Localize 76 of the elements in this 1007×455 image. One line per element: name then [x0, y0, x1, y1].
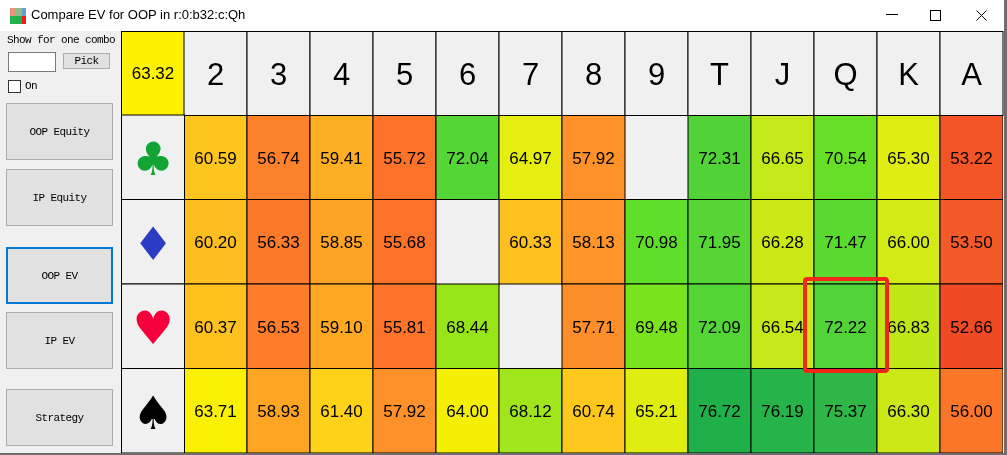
- data-label: 57.71: [572, 317, 615, 337]
- data-label: 70.98: [635, 233, 678, 253]
- x-tick-label: J: [774, 56, 791, 92]
- data-label: 55.81: [383, 317, 426, 337]
- x-tick-label: A: [961, 56, 983, 92]
- y-tick-label: ♦: [132, 216, 174, 271]
- data-label: 58.93: [257, 402, 300, 422]
- data-label: 60.74: [572, 402, 615, 422]
- x-tick-label: 9: [647, 56, 666, 92]
- data-label: 66.54: [761, 317, 804, 337]
- data-label: 72.22: [824, 317, 867, 337]
- data-label: 60.59: [194, 148, 237, 168]
- button: Pick: [63, 53, 110, 69]
- data-label: 66.28: [761, 233, 804, 253]
- button: OOP Equity: [6, 103, 113, 160]
- data-label: 57.92: [572, 148, 615, 168]
- data-label: 60.37: [194, 317, 237, 337]
- x-tick-label: 6: [458, 56, 477, 92]
- data-label: 71.95: [698, 233, 741, 253]
- data-label: 53.22: [950, 148, 993, 168]
- data-label: 58.85: [320, 233, 363, 253]
- data-label: 76.19: [761, 402, 804, 422]
- data-label: 66.83: [887, 317, 930, 337]
- data-label: 64.97: [509, 148, 552, 168]
- data-label: 71.47: [824, 233, 867, 253]
- data-label: 64.00: [446, 402, 489, 422]
- y-tick-label: ♥: [132, 301, 174, 356]
- button: IP Equity: [6, 169, 113, 226]
- x-tick-label: 2: [206, 56, 225, 92]
- button: OOP EV: [6, 247, 113, 304]
- x-tick-label: 8: [584, 56, 603, 92]
- data-label: 58.13: [572, 233, 615, 253]
- data-label: 72.09: [698, 317, 741, 337]
- data-label: 59.10: [320, 317, 363, 337]
- data-label: 66.65: [761, 148, 804, 168]
- data-label: 66.30: [887, 402, 930, 422]
- data-label: 60.20: [194, 233, 237, 253]
- data-label: 72.31: [698, 148, 741, 168]
- x-tick-label: 3: [269, 56, 288, 92]
- data-label: 56.53: [257, 317, 300, 337]
- button: IP EV: [6, 312, 113, 369]
- data-label: 63.71: [194, 402, 237, 422]
- data-label: 68.44: [446, 317, 489, 337]
- text: On: [25, 80, 38, 92]
- data-label: 55.72: [383, 148, 426, 168]
- text: 63.32: [121, 31, 185, 116]
- data-label: 61.40: [320, 402, 363, 422]
- data-label: 55.68: [383, 233, 426, 253]
- chart-title: Compare EV for OOP in r:0:b32:c:Qh: [31, 7, 246, 22]
- data-label: 59.41: [320, 148, 363, 168]
- data-label: 57.92: [383, 402, 426, 422]
- x-tick-label: Q: [833, 56, 858, 92]
- data-label: 53.50: [950, 233, 993, 253]
- y-tick-label: ♠: [132, 385, 174, 440]
- data-label: 69.48: [635, 317, 678, 337]
- data-label: 65.30: [887, 148, 930, 168]
- data-label: 72.04: [446, 148, 489, 168]
- x-tick-label: K: [898, 56, 920, 92]
- data-label: 56.00: [950, 402, 993, 422]
- x-tick-label: 7: [521, 56, 540, 92]
- data-label: 68.12: [509, 402, 552, 422]
- data-label: 60.33: [509, 233, 552, 253]
- data-label: 56.74: [257, 148, 300, 168]
- data-label: 65.21: [635, 402, 678, 422]
- y-tick-label: ♣: [132, 132, 174, 187]
- data-label: 76.72: [698, 402, 741, 422]
- data-label: 66.00: [887, 233, 930, 253]
- x-tick-label: 5: [395, 56, 414, 92]
- x-tick-label: 4: [332, 56, 351, 92]
- data-label: 75.37: [824, 402, 867, 422]
- text: Show for one combo: [7, 34, 116, 46]
- button: Strategy: [6, 389, 113, 446]
- x-tick-label: T: [710, 56, 730, 92]
- data-label: 70.54: [824, 148, 867, 168]
- data-label: 56.33: [257, 233, 300, 253]
- data-label: 52.66: [950, 317, 993, 337]
